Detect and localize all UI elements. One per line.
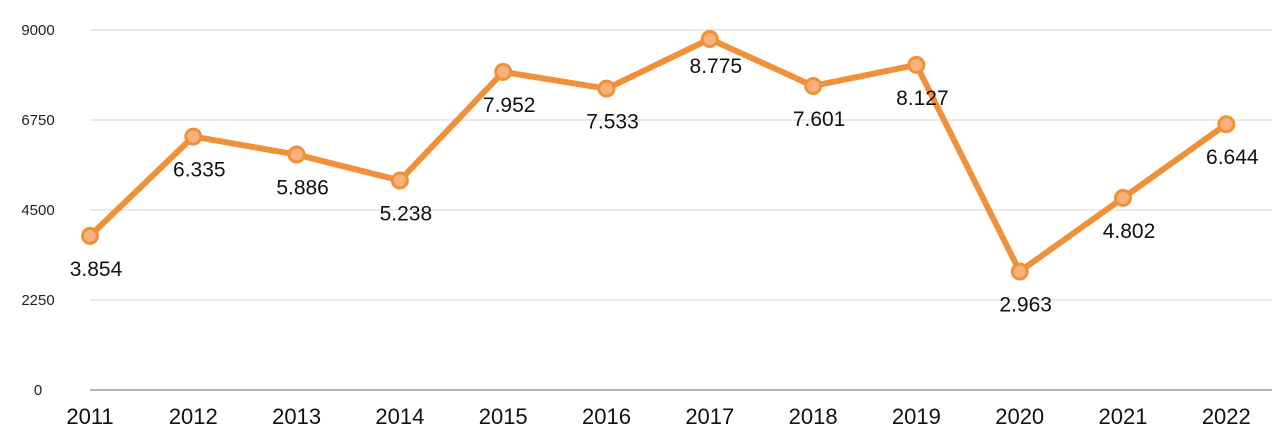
y-tick-label: 0: [34, 382, 42, 399]
data-point: [1010, 262, 1029, 281]
y-tick-label: 9000: [21, 22, 54, 39]
data-label: 5.238: [380, 202, 433, 225]
data-point: [700, 30, 719, 48]
data-label: 3.854: [70, 258, 123, 281]
data-point: [494, 62, 513, 81]
y-tick-label: 4500: [21, 202, 54, 219]
x-axis-ticks: 2011 2012 2013 2014 2015 2016 2017 2018 2019 2020…: [66, 404, 1250, 429]
data-point: [81, 226, 99, 245]
data-point: [907, 55, 926, 74]
data-point: [390, 171, 409, 190]
data-label: 6.335: [173, 159, 226, 182]
x-tick-label: 2018: [789, 404, 838, 429]
y-tick-label: 6750: [21, 112, 54, 129]
data-label: 8.127: [896, 87, 949, 110]
data-label: 2.963: [999, 293, 1052, 316]
data-point: [1114, 188, 1132, 207]
x-tick-label: 2014: [375, 404, 424, 429]
data-label: 7.952: [483, 94, 536, 117]
data-point: [597, 79, 616, 98]
x-tick-label: 2016: [582, 404, 631, 429]
y-axis-ticks: 0 2250 4500 6750 9000: [21, 22, 54, 399]
x-tick-label: 2021: [1099, 404, 1148, 429]
x-tick-label: 2012: [169, 404, 218, 429]
x-tick-label: 2019: [892, 404, 941, 429]
x-tick-label: 2020: [995, 404, 1044, 429]
series-layer: [81, 30, 1236, 281]
data-label: 8.775: [690, 55, 743, 78]
grid-layer: [90, 29, 1272, 391]
data-label: 7.601: [793, 108, 846, 131]
data-label: 4.802: [1103, 220, 1156, 243]
series-line: [87, 36, 1230, 275]
x-tick-label: 2022: [1202, 404, 1251, 429]
data-point: [804, 76, 823, 95]
data-point: [1217, 115, 1236, 134]
data-point: [287, 145, 306, 164]
data-label: 5.886: [276, 177, 329, 200]
data-labels: 3.854 6.335 5.886 5.238 7.952 7.533 8.775 7.601…: [70, 55, 1259, 316]
data-label: 6.644: [1206, 146, 1259, 169]
x-tick-label: 2017: [685, 404, 734, 429]
x-tick-label: 2013: [272, 404, 321, 429]
x-tick-label: 2011: [66, 404, 113, 429]
data-label: 7.533: [586, 111, 639, 134]
data-point: [184, 127, 203, 146]
y-tick-label: 2250: [21, 292, 54, 309]
x-tick-label: 2015: [479, 404, 528, 429]
